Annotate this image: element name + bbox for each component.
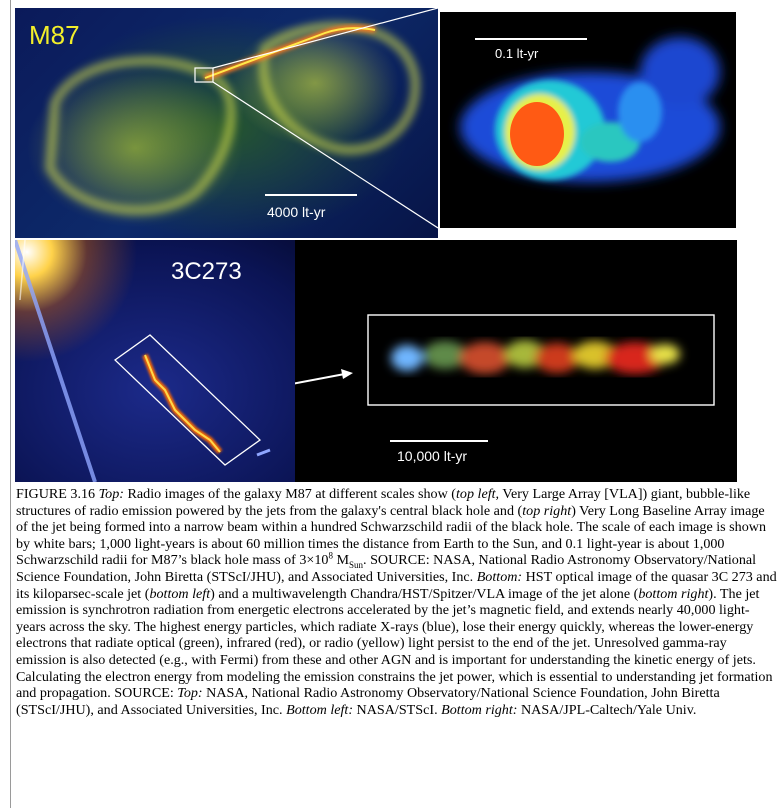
- caption-top-label: Top:: [98, 486, 124, 502]
- m87-scale-bar: [265, 194, 357, 196]
- jet-multiwavelength-blobs: [295, 314, 715, 406]
- vlba-jet-core: [460, 37, 720, 182]
- caption-text: Very Large Array [VLA]) giant, bubble-li…: [16, 486, 751, 519]
- caption-bottom-label: Bottom:: [476, 568, 523, 585]
- caption-text: ) and a multiwavelength Chandra/HST/Spit…: [210, 585, 639, 602]
- jet-scale-bar: [390, 440, 488, 442]
- caption-text: HST optical image of the quasar 3C 273 a…: [16, 568, 777, 602]
- jet-multiwavelength-image: 10,000 lt-yr: [295, 240, 737, 482]
- quasar-label: 3C273: [171, 258, 242, 285]
- jet-scale-text: 10,000 lt-yr: [397, 448, 468, 464]
- caption-top-right: top right: [522, 502, 572, 519]
- caption-source-top: Top:: [177, 685, 203, 702]
- m87-vla-image: M87 4000 lt-yr: [15, 8, 438, 238]
- caption-text: M: [332, 552, 350, 569]
- m87-label: M87: [29, 20, 80, 50]
- caption-text: NASA/JPL-Caltech/Yale Univ.: [517, 701, 697, 718]
- caption-exponent: 8: [328, 550, 333, 561]
- caption-text: ) Very Long Baseline Array image of the …: [16, 502, 766, 569]
- caption-top-left: top left,: [456, 486, 500, 502]
- caption-subscript: Sun: [349, 560, 364, 571]
- m87-scale-text: 4000 lt-yr: [267, 204, 326, 220]
- caption-text: . SOURCE: NASA, National Radio Astronomy…: [16, 552, 757, 585]
- figure-number: FIGURE 3.16: [16, 486, 96, 502]
- m87-radio-lobes: [44, 8, 438, 229]
- caption-text: ). The jet emission is synchrotron radia…: [16, 585, 773, 702]
- caption-source-bottom-right: Bottom right:: [441, 701, 518, 718]
- vlba-scale-bar: [475, 38, 587, 40]
- caption-text: NASA/STScI.: [353, 701, 442, 718]
- quasar-jet: [15, 240, 271, 482]
- vlba-scale-text: 0.1 lt-yr: [495, 46, 539, 61]
- quasar-3c273-image: 3C273: [15, 240, 295, 482]
- left-border-line: [10, 0, 11, 808]
- caption-bottom-right: bottom right: [638, 585, 709, 602]
- figure-caption: FIGURE 3.16 Top: Radio images of the gal…: [16, 486, 778, 718]
- caption-text: Radio images of the galaxy M87 at differ…: [123, 486, 456, 502]
- caption-bottom-left: bottom left: [149, 585, 211, 602]
- caption-paragraph: FIGURE 3.16 Top: Radio images of the gal…: [16, 486, 778, 718]
- caption-source-bottom-left: Bottom left:: [286, 701, 354, 718]
- caption-text: NASA, National Radio Astronomy Observato…: [16, 685, 720, 718]
- m87-vlba-image: 0.1 lt-yr: [440, 12, 736, 228]
